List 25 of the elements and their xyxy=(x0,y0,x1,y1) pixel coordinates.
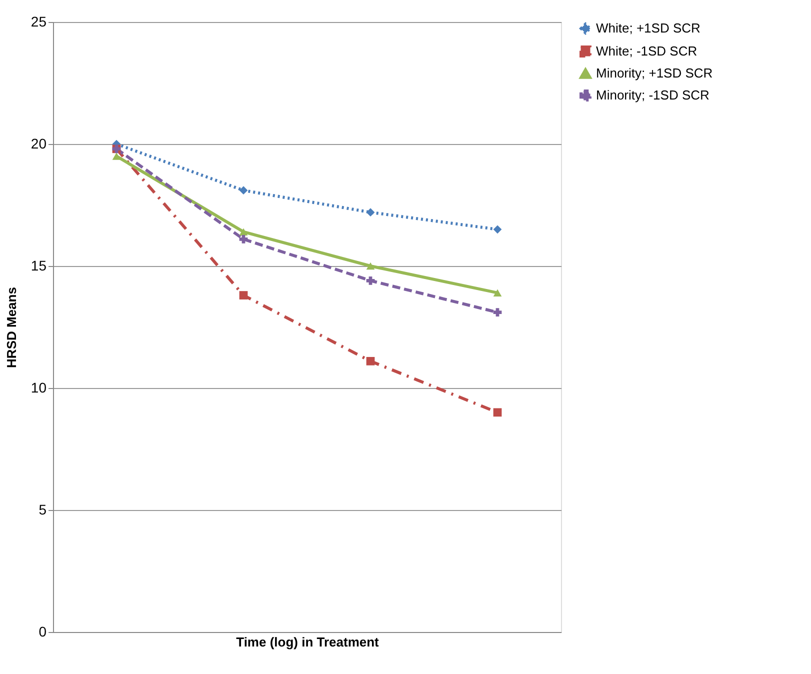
point xyxy=(366,262,375,270)
point xyxy=(366,356,375,366)
y-tick-label: 25 xyxy=(30,14,47,30)
point xyxy=(493,225,502,234)
legend-label: Minority; -1SD SCR xyxy=(596,88,710,102)
legend-label: White; +1SD SCR xyxy=(596,20,700,36)
y-tick-label: 10 xyxy=(30,380,47,396)
legend-label: White; -1SD SCR xyxy=(596,44,698,58)
point xyxy=(112,152,121,160)
x-axis-title: Time (log) in Treatment xyxy=(236,634,380,650)
y-axis-title: HRSD Means xyxy=(4,287,19,368)
y-tick-label: 20 xyxy=(30,136,47,152)
y-tick-label: 0 xyxy=(38,624,47,640)
y-tick-label: 15 xyxy=(30,258,47,274)
point xyxy=(493,289,502,296)
point xyxy=(366,276,375,285)
legend-label: Minority; +1SD SCR xyxy=(596,66,713,80)
point xyxy=(366,208,375,217)
y-tick-label: 5 xyxy=(38,502,47,518)
point xyxy=(239,291,248,300)
point xyxy=(239,228,248,236)
point xyxy=(493,308,502,317)
point xyxy=(239,234,248,244)
point xyxy=(493,408,502,417)
point xyxy=(239,186,248,195)
